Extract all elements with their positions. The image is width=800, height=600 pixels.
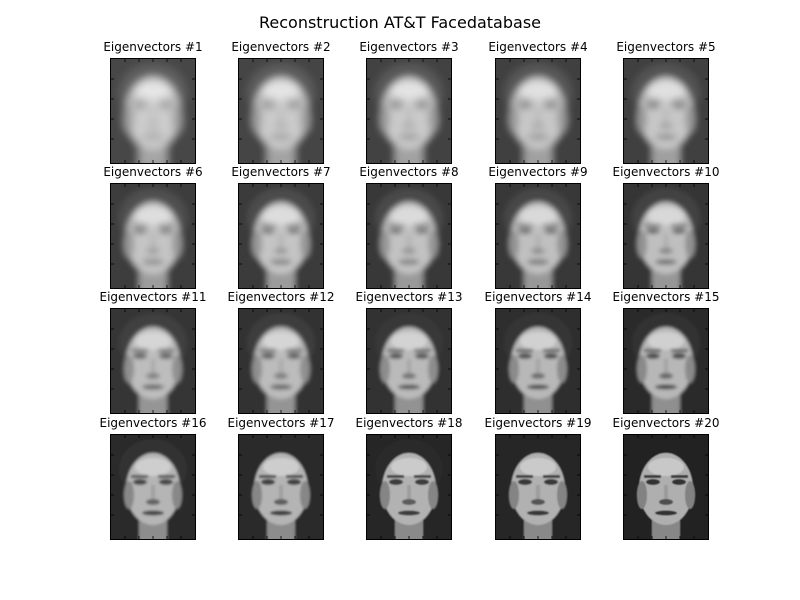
face-image: [110, 58, 196, 164]
face-reconstruction: [367, 184, 451, 288]
face-image: [366, 183, 452, 289]
face-image: [238, 58, 324, 164]
face-reconstruction: [367, 59, 451, 163]
face-image: [623, 58, 709, 164]
panel-9: Eigenvectors #9: [474, 165, 602, 289]
face-reconstruction: [239, 435, 323, 539]
panel-5: Eigenvectors #5: [602, 40, 730, 164]
face-reconstruction: [239, 309, 323, 413]
panel-title: Eigenvectors #13: [355, 290, 463, 304]
panel-title: Eigenvectors #4: [488, 40, 588, 54]
face-reconstruction: [111, 59, 195, 163]
panel-title: Eigenvectors #2: [231, 40, 331, 54]
face-reconstruction: [624, 59, 708, 163]
panel-title: Eigenvectors #11: [99, 290, 207, 304]
panel-title: Eigenvectors #14: [484, 290, 592, 304]
face-image: [110, 308, 196, 414]
panel-6: Eigenvectors #6: [89, 165, 217, 289]
face-reconstruction: [624, 309, 708, 413]
face-image: [110, 183, 196, 289]
panel-10: Eigenvectors #10: [602, 165, 730, 289]
panel-title: Eigenvectors #18: [355, 416, 463, 430]
panel-8: Eigenvectors #8: [345, 165, 473, 289]
face-image: [110, 434, 196, 540]
panel-title: Eigenvectors #7: [231, 165, 331, 179]
panel-title: Eigenvectors #1: [103, 40, 203, 54]
face-reconstruction: [496, 59, 580, 163]
panel-17: Eigenvectors #17: [217, 416, 345, 540]
panel-20: Eigenvectors #20: [602, 416, 730, 540]
face-reconstruction: [496, 184, 580, 288]
panel-19: Eigenvectors #19: [474, 416, 602, 540]
face-image: [495, 58, 581, 164]
face-reconstruction: [239, 59, 323, 163]
panel-title: Eigenvectors #5: [616, 40, 716, 54]
panel-title: Eigenvectors #20: [612, 416, 720, 430]
panel-15: Eigenvectors #15: [602, 290, 730, 414]
panel-title: Eigenvectors #17: [227, 416, 335, 430]
face-reconstruction: [111, 184, 195, 288]
face-image: [495, 308, 581, 414]
panel-18: Eigenvectors #18: [345, 416, 473, 540]
panel-title: Eigenvectors #6: [103, 165, 203, 179]
panel-title: Eigenvectors #9: [488, 165, 588, 179]
figure-title: Reconstruction AT&T Facedatabase: [259, 13, 541, 32]
panel-13: Eigenvectors #13: [345, 290, 473, 414]
panel-12: Eigenvectors #12: [217, 290, 345, 414]
face-image: [495, 183, 581, 289]
face-image: [366, 308, 452, 414]
face-reconstruction: [111, 309, 195, 413]
face-image: [495, 434, 581, 540]
panel-title: Eigenvectors #12: [227, 290, 335, 304]
face-reconstruction: [624, 435, 708, 539]
face-reconstruction: [496, 309, 580, 413]
panel-16: Eigenvectors #16: [89, 416, 217, 540]
face-reconstruction: [111, 435, 195, 539]
face-image: [366, 434, 452, 540]
panel-11: Eigenvectors #11: [89, 290, 217, 414]
face-reconstruction: [496, 435, 580, 539]
face-reconstruction: [367, 435, 451, 539]
panel-title: Eigenvectors #16: [99, 416, 207, 430]
panel-title: Eigenvectors #8: [359, 165, 459, 179]
face-image: [623, 308, 709, 414]
panel-3: Eigenvectors #3: [345, 40, 473, 164]
panel-2: Eigenvectors #2: [217, 40, 345, 164]
face-reconstruction: [239, 184, 323, 288]
panel-title: Eigenvectors #19: [484, 416, 592, 430]
face-image: [238, 434, 324, 540]
panel-title: Eigenvectors #3: [359, 40, 459, 54]
face-image: [623, 183, 709, 289]
face-image: [238, 308, 324, 414]
panel-title: Eigenvectors #10: [612, 165, 720, 179]
panel-7: Eigenvectors #7: [217, 165, 345, 289]
panel-1: Eigenvectors #1: [89, 40, 217, 164]
panel-4: Eigenvectors #4: [474, 40, 602, 164]
face-reconstruction: [624, 184, 708, 288]
face-image: [623, 434, 709, 540]
face-image: [366, 58, 452, 164]
panel-title: Eigenvectors #15: [612, 290, 720, 304]
panel-14: Eigenvectors #14: [474, 290, 602, 414]
face-image: [238, 183, 324, 289]
face-reconstruction: [367, 309, 451, 413]
